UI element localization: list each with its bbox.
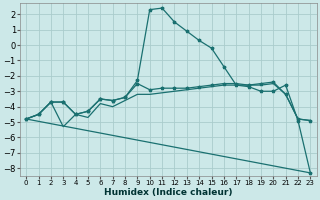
X-axis label: Humidex (Indice chaleur): Humidex (Indice chaleur) — [104, 188, 233, 197]
